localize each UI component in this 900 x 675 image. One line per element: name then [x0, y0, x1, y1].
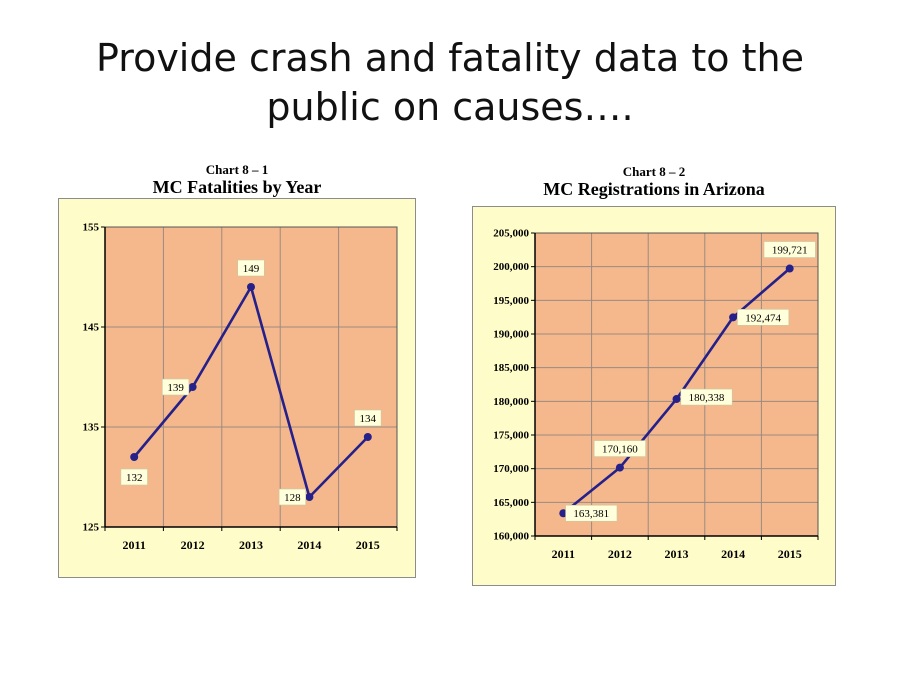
chart1-caption: Chart 8 – 1 MC Fatalities by Year — [58, 162, 416, 197]
chart2-xtick-label: 2011 — [552, 547, 575, 561]
chart2-number: Chart 8 – 2 — [622, 164, 686, 179]
chart1-data-point — [188, 383, 197, 391]
chart1-data-label: 128 — [284, 492, 301, 504]
chart1-xtick-label: 2014 — [297, 538, 321, 552]
chart1-data-label-box — [354, 409, 382, 427]
chart2-data-label: 192,474 — [745, 312, 781, 324]
chart2-ytick-label: 160,000 — [493, 531, 529, 543]
chart2-xtick-label: 2015 — [778, 547, 802, 561]
chart1-data-label-box — [120, 468, 148, 486]
chart1-plot-area — [105, 227, 397, 527]
chart2-title: MC Registrations in Arizona — [543, 179, 765, 199]
chart1-number: Chart 8 – 1 — [205, 162, 269, 177]
chart2-data-point — [785, 264, 794, 273]
chart1-data-point — [247, 283, 255, 291]
chart1-data-point — [305, 493, 314, 501]
chart2-data-point — [729, 313, 738, 322]
chart2-xtick-label: 2012 — [608, 547, 632, 561]
chart2-data-label: 180,338 — [689, 392, 725, 404]
chart2-data-label-box — [565, 504, 618, 522]
chart2-ytick-label: 170,000 — [493, 463, 529, 475]
chart1-data-label-box — [237, 259, 265, 277]
chart1-data-label: 132 — [126, 472, 143, 484]
chart1-xtick-label: 2013 — [239, 538, 263, 552]
chart2-caption: Chart 8 – 2 MC Registrations in Arizona — [472, 164, 836, 199]
chart2-xtick-label: 2014 — [721, 547, 745, 561]
chart2-data-label: 163,381 — [573, 508, 609, 520]
chart2-data-point — [672, 395, 681, 404]
chart1-data-label: 139 — [167, 382, 184, 394]
chart2-ytick-label: 185,000 — [493, 362, 529, 374]
chart1-data-label: 149 — [243, 263, 260, 275]
chart1-title: MC Fatalities by Year — [152, 177, 322, 197]
chart1-data-label-box — [162, 378, 190, 396]
chart2-xtick-label: 2013 — [665, 547, 689, 561]
chart2-data-label-box — [737, 309, 790, 326]
chart2-data-label-box — [763, 241, 816, 258]
chart2-data-label: 170,160 — [602, 444, 638, 456]
chart2-data-point — [615, 463, 624, 472]
slide-title: Provide crash and fatality data to the p… — [40, 34, 860, 132]
chart2-data-label-box — [593, 440, 646, 457]
chart2-ytick-label: 200,000 — [493, 261, 529, 273]
chart2-data-label: 199,721 — [772, 245, 808, 257]
slide-title-line-2: public on causes…. — [266, 85, 634, 129]
chart2-plot-area — [535, 233, 818, 536]
chart1-ytick-label: 125 — [83, 522, 100, 534]
chart2-ytick-label: 190,000 — [493, 329, 529, 341]
chart2-ytick-label: 175,000 — [493, 430, 529, 442]
slide-title-line-1: Provide crash and fatality data to the — [96, 36, 804, 80]
chart2-ytick-label: 205,000 — [493, 228, 529, 240]
chart1-ytick-label: 145 — [83, 322, 100, 334]
chart1-ytick-label: 155 — [83, 222, 100, 234]
chart1-data-point — [363, 433, 372, 441]
chart1-ytick-label: 135 — [83, 422, 100, 434]
chart1-data-point — [130, 453, 139, 461]
chart1-data-label: 134 — [360, 413, 377, 425]
chart1-xtick-label: 2015 — [356, 538, 380, 552]
chart1-data-label-box — [278, 488, 307, 506]
chart1-xtick-label: 2012 — [181, 538, 205, 552]
chart1-xtick-label: 2011 — [123, 538, 146, 552]
chart2-ytick-label: 165,000 — [493, 497, 529, 509]
chart2-data-label-box — [680, 388, 733, 406]
chart2-ytick-label: 180,000 — [493, 396, 529, 408]
chart2-ytick-label: 195,000 — [493, 295, 529, 307]
